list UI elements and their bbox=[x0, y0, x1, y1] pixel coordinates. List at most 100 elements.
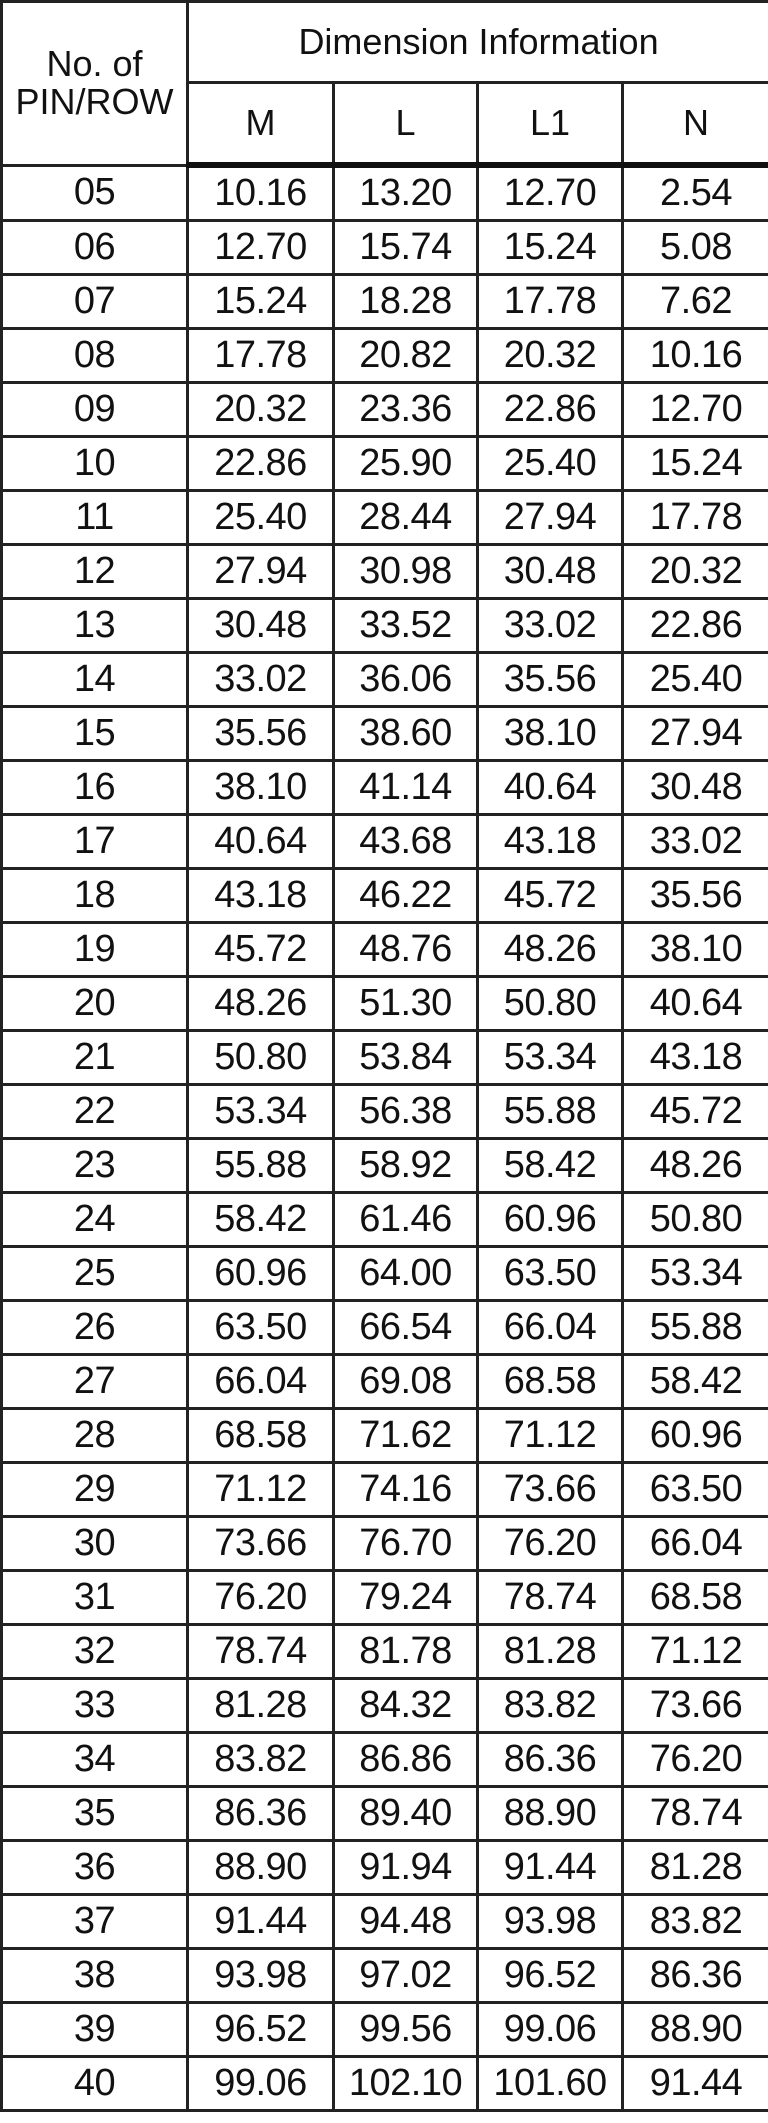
pin-count-cell: 11 bbox=[0, 489, 189, 546]
dimension-cell: 45.72 bbox=[476, 867, 624, 924]
dimension-cell: 25.40 bbox=[620, 651, 768, 708]
pin-count-cell: 27 bbox=[0, 1353, 189, 1410]
pin-count-cell: 17 bbox=[0, 813, 189, 870]
dimension-cell: 22.86 bbox=[186, 435, 335, 492]
dimension-cell: 99.06 bbox=[476, 2001, 624, 2058]
dimension-cell: 60.96 bbox=[620, 1407, 768, 1464]
column-header-l: L bbox=[332, 81, 479, 168]
dimension-cell: 2.54 bbox=[620, 163, 768, 222]
dimension-cell: 50.80 bbox=[186, 1029, 335, 1086]
dimension-cell: 50.80 bbox=[620, 1191, 768, 1248]
pin-count-cell: 30 bbox=[0, 1515, 189, 1572]
pin-count-cell: 36 bbox=[0, 1839, 189, 1896]
dimension-cell: 25.90 bbox=[332, 435, 479, 492]
dimension-cell: 45.72 bbox=[186, 921, 335, 978]
dimension-cell: 27.94 bbox=[476, 489, 624, 546]
pin-count-cell: 06 bbox=[0, 219, 189, 276]
dimension-cell: 53.84 bbox=[332, 1029, 479, 1086]
pin-count-cell: 28 bbox=[0, 1407, 189, 1464]
dimension-cell: 58.42 bbox=[186, 1191, 335, 1248]
dimension-cell: 36.06 bbox=[332, 651, 479, 708]
dimension-cell: 91.44 bbox=[476, 1839, 624, 1896]
dimension-cell: 83.82 bbox=[186, 1731, 335, 1788]
dimension-cell: 17.78 bbox=[620, 489, 768, 546]
dimension-cell: 58.42 bbox=[620, 1353, 768, 1410]
dimension-cell: 17.78 bbox=[186, 327, 335, 384]
table-row: 38 93.98 97.02 96.52 86.36 bbox=[0, 1947, 768, 2004]
dimension-cell: 28.44 bbox=[332, 489, 479, 546]
dimension-cell: 7.62 bbox=[620, 273, 768, 330]
pin-count-cell: 08 bbox=[0, 327, 189, 384]
pin-count-cell: 07 bbox=[0, 273, 189, 330]
dimension-cell: 68.58 bbox=[476, 1353, 624, 1410]
dimension-cell: 63.50 bbox=[476, 1245, 624, 1302]
dimension-cell: 22.86 bbox=[620, 597, 768, 654]
dimension-cell: 71.12 bbox=[620, 1623, 768, 1680]
dimension-cell: 38.10 bbox=[476, 705, 624, 762]
pin-count-cell: 10 bbox=[0, 435, 189, 492]
dimension-cell: 79.24 bbox=[332, 1569, 479, 1626]
dimension-cell: 55.88 bbox=[186, 1137, 335, 1194]
pin-count-cell: 09 bbox=[0, 381, 189, 438]
dimension-cell: 55.88 bbox=[476, 1083, 624, 1140]
table-row: 25 60.96 64.00 63.50 53.34 bbox=[0, 1245, 768, 1302]
pin-count-cell: 26 bbox=[0, 1299, 189, 1356]
pin-count-cell: 15 bbox=[0, 705, 189, 762]
dimension-cell: 71.12 bbox=[476, 1407, 624, 1464]
table-row: 15 35.56 38.60 38.10 27.94 bbox=[0, 705, 768, 762]
table-row: 21 50.80 53.84 53.34 43.18 bbox=[0, 1029, 768, 1086]
pin-count-cell: 14 bbox=[0, 651, 189, 708]
dimension-cell: 43.18 bbox=[476, 813, 624, 870]
dimension-cell: 81.78 bbox=[332, 1623, 479, 1680]
dimension-cell: 78.74 bbox=[620, 1785, 768, 1842]
table-row: 27 66.04 69.08 68.58 58.42 bbox=[0, 1353, 768, 1410]
table-row: 11 25.40 28.44 27.94 17.78 bbox=[0, 489, 768, 546]
pin-count-cell: 05 bbox=[0, 163, 189, 222]
dimension-cell: 23.36 bbox=[332, 381, 479, 438]
column-header-l1: L1 bbox=[476, 81, 624, 168]
dimension-cell: 68.58 bbox=[620, 1569, 768, 1626]
dimension-cell: 89.40 bbox=[332, 1785, 479, 1842]
dimension-cell: 97.02 bbox=[332, 1947, 479, 2004]
table-row: 33 81.28 84.32 83.82 73.66 bbox=[0, 1677, 768, 1734]
dimension-cell: 63.50 bbox=[186, 1299, 335, 1356]
pin-count-cell: 16 bbox=[0, 759, 189, 816]
dimension-cell: 15.24 bbox=[476, 219, 624, 276]
dimension-cell: 30.48 bbox=[620, 759, 768, 816]
dimension-cell: 76.20 bbox=[476, 1515, 624, 1572]
table-row: 16 38.10 41.14 40.64 30.48 bbox=[0, 759, 768, 816]
dimension-cell: 88.90 bbox=[620, 2001, 768, 2058]
dimension-cell: 10.16 bbox=[620, 327, 768, 384]
dimension-cell: 60.96 bbox=[476, 1191, 624, 1248]
pin-count-cell: 29 bbox=[0, 1461, 189, 1518]
dimension-cell: 88.90 bbox=[476, 1785, 624, 1842]
dimension-cell: 15.74 bbox=[332, 219, 479, 276]
dimension-cell: 76.20 bbox=[186, 1569, 335, 1626]
dimension-cell: 43.18 bbox=[620, 1029, 768, 1086]
table-row: 39 96.52 99.56 99.06 88.90 bbox=[0, 2001, 768, 2058]
pin-count-cell: 19 bbox=[0, 921, 189, 978]
dimension-cell: 88.90 bbox=[186, 1839, 335, 1896]
table-row: 36 88.90 91.94 91.44 81.28 bbox=[0, 1839, 768, 1896]
dimension-cell: 66.04 bbox=[476, 1299, 624, 1356]
dimension-cell: 58.92 bbox=[332, 1137, 479, 1194]
dimension-cell: 71.12 bbox=[186, 1461, 335, 1518]
dimension-cell: 41.14 bbox=[332, 759, 479, 816]
pin-count-cell: 40 bbox=[0, 2055, 189, 2112]
dimension-cell: 12.70 bbox=[620, 381, 768, 438]
pin-count-cell: 21 bbox=[0, 1029, 189, 1086]
dimension-cell: 38.10 bbox=[186, 759, 335, 816]
dimension-cell: 86.86 bbox=[332, 1731, 479, 1788]
table-row: 08 17.78 20.82 20.32 10.16 bbox=[0, 327, 768, 384]
dimension-cell: 48.76 bbox=[332, 921, 479, 978]
dimension-cell: 30.48 bbox=[186, 597, 335, 654]
pin-count-cell: 33 bbox=[0, 1677, 189, 1734]
dimension-cell: 66.04 bbox=[620, 1515, 768, 1572]
pin-count-cell: 18 bbox=[0, 867, 189, 924]
table-row: 13 30.48 33.52 33.02 22.86 bbox=[0, 597, 768, 654]
table-row: 06 12.70 15.74 15.24 5.08 bbox=[0, 219, 768, 276]
dimension-cell: 83.82 bbox=[476, 1677, 624, 1734]
dimension-cell: 58.42 bbox=[476, 1137, 624, 1194]
dimension-cell: 71.62 bbox=[332, 1407, 479, 1464]
